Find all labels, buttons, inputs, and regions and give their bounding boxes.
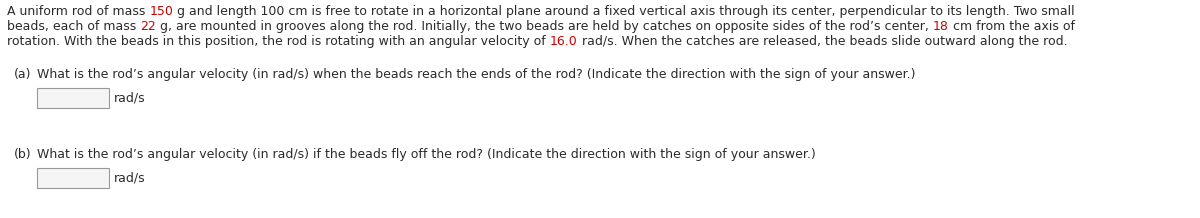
- Bar: [37, 168, 109, 188]
- Text: (b): (b): [14, 148, 31, 161]
- Text: g and length 100 cm is free to rotate in a horizontal plane around a fixed verti: g and length 100 cm is free to rotate in…: [173, 5, 1075, 18]
- Text: beads, each of mass: beads, each of mass: [7, 20, 140, 33]
- Text: rotation. With the beads in this position, the rod is rotating with an angular v: rotation. With the beads in this positio…: [7, 35, 550, 48]
- Text: (a): (a): [14, 68, 31, 81]
- Text: A uniform rod of mass: A uniform rod of mass: [7, 5, 149, 18]
- Text: 16.0: 16.0: [550, 35, 577, 48]
- Text: What is the rod’s angular velocity (in rad/s) if the beads fly off the rod? (Ind: What is the rod’s angular velocity (in r…: [37, 148, 816, 161]
- Text: 150: 150: [149, 5, 173, 18]
- Text: cm from the axis of: cm from the axis of: [949, 20, 1075, 33]
- Text: What is the rod’s angular velocity (in rad/s) when the beads reach the ends of t: What is the rod’s angular velocity (in r…: [37, 68, 916, 81]
- Text: g, are mounted in grooves along the rod. Initially, the two beads are held by ca: g, are mounted in grooves along the rod.…: [156, 20, 932, 33]
- Text: rad/s: rad/s: [114, 172, 145, 184]
- Bar: [37, 88, 109, 108]
- Text: 22: 22: [140, 20, 156, 33]
- Text: rad/s. When the catches are released, the beads slide outward along the rod.: rad/s. When the catches are released, th…: [577, 35, 1067, 48]
- Text: 18: 18: [932, 20, 949, 33]
- Text: rad/s: rad/s: [114, 92, 145, 104]
